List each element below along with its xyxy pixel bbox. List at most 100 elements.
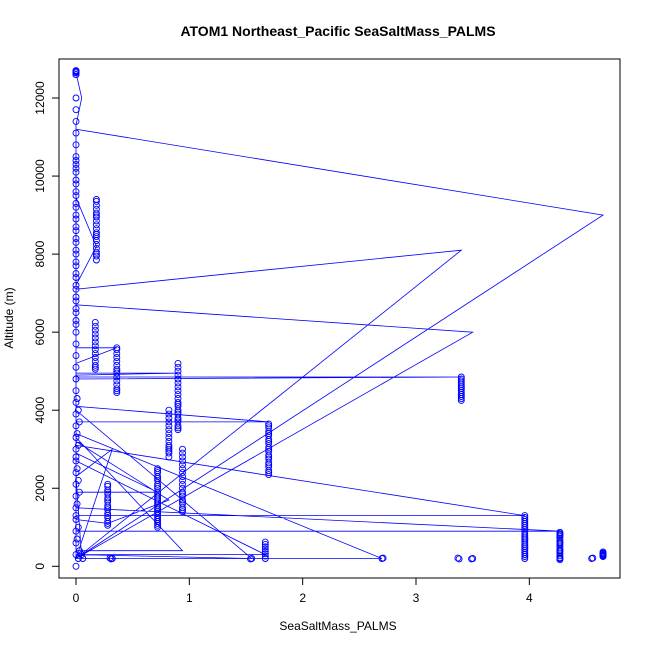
y-axis: 0 2000 4000 6000 8000 10000 12000: [33, 81, 60, 570]
data-point: [72, 160, 80, 168]
data-point: [179, 453, 186, 461]
data-point: [154, 490, 162, 498]
data-point: [174, 371, 182, 379]
data-point: [265, 422, 273, 430]
data-point: [104, 512, 112, 520]
data-point: [72, 238, 80, 246]
data-point: [104, 488, 112, 496]
data-point: [74, 441, 82, 449]
data-point: [72, 504, 80, 512]
data-point: [599, 550, 607, 558]
data-point: [457, 391, 465, 399]
data-point: [91, 354, 99, 361]
data-point: [73, 500, 81, 508]
data-point: [92, 196, 100, 203]
data-point: [72, 328, 80, 336]
x-tick-label: 0: [73, 591, 80, 605]
data-point: [261, 555, 269, 562]
data-point: [72, 164, 80, 172]
data-point: [379, 554, 387, 562]
data-point: [154, 467, 162, 475]
data-point: [179, 488, 186, 496]
x-axis-label: SeaSaltMass_PALMS: [279, 619, 396, 633]
data-point: [174, 367, 182, 375]
data-point: [179, 469, 186, 477]
data-point: [91, 330, 99, 338]
data-point: [165, 434, 173, 441]
data-point: [174, 379, 182, 387]
data-point: [556, 529, 564, 537]
data-point: [265, 471, 273, 479]
data-point: [73, 535, 81, 543]
data-point: [72, 445, 80, 453]
data-point: [113, 369, 121, 377]
data-point: [72, 157, 80, 164]
data-point: [261, 550, 269, 558]
data-point: [91, 365, 99, 373]
data-point: [455, 555, 463, 563]
data-point: [174, 359, 182, 367]
data-point: [265, 420, 273, 428]
data-point: [92, 197, 100, 205]
data-point: [179, 506, 186, 514]
data-point: [556, 539, 564, 547]
data-point: [174, 400, 182, 408]
data-point: [154, 498, 162, 506]
data-point: [73, 430, 81, 438]
data-point: [104, 504, 112, 512]
data-point: [91, 342, 99, 350]
data-point: [457, 383, 465, 391]
data-point: [154, 502, 162, 510]
data-point: [72, 117, 80, 125]
y-tick-label: 0: [33, 563, 47, 570]
data-point: [91, 346, 99, 354]
data-point: [91, 361, 99, 369]
data-point: [179, 490, 186, 498]
data-point: [72, 410, 80, 418]
data-point: [179, 465, 186, 473]
data-point: [179, 473, 186, 480]
data-point: [72, 309, 80, 317]
data-point: [113, 387, 121, 395]
data-point: [72, 129, 80, 137]
data-point: [261, 552, 269, 560]
data-point: [72, 199, 80, 207]
data-point: [174, 363, 182, 371]
data-point: [72, 192, 80, 200]
data-point: [174, 387, 182, 395]
data-point: [73, 465, 81, 473]
data-point: [265, 437, 273, 445]
data-point: [556, 555, 564, 562]
data-point: [92, 231, 100, 239]
data-point: [74, 406, 82, 414]
data-point: [72, 68, 80, 75]
data-point: [92, 252, 100, 260]
data-point: [72, 215, 80, 223]
data-point: [74, 523, 82, 531]
data-point: [154, 482, 162, 490]
data-point: [556, 531, 564, 539]
data-point: [72, 387, 80, 395]
data-point: [113, 344, 121, 352]
data-point: [92, 221, 100, 229]
data-point: [72, 516, 80, 523]
data-point: [113, 365, 121, 373]
data-point: [174, 424, 182, 432]
data-point: [72, 141, 80, 149]
data-point: [174, 416, 182, 424]
data-point: [154, 517, 162, 525]
data-point: [72, 258, 80, 266]
data-point: [74, 476, 82, 484]
data-point: [521, 514, 529, 521]
data-point: [72, 398, 80, 406]
data-point: [72, 211, 80, 219]
data-point: [261, 540, 269, 548]
data-point: [79, 555, 87, 562]
data-point: [179, 461, 186, 469]
data-point: [521, 512, 529, 520]
data-point: [179, 480, 186, 488]
chart-title: ATOM1 Northeast_Pacific SeaSaltMass_PALM…: [180, 23, 495, 39]
data-point: [174, 391, 182, 399]
data-point: [91, 334, 99, 342]
data-point: [179, 508, 186, 516]
